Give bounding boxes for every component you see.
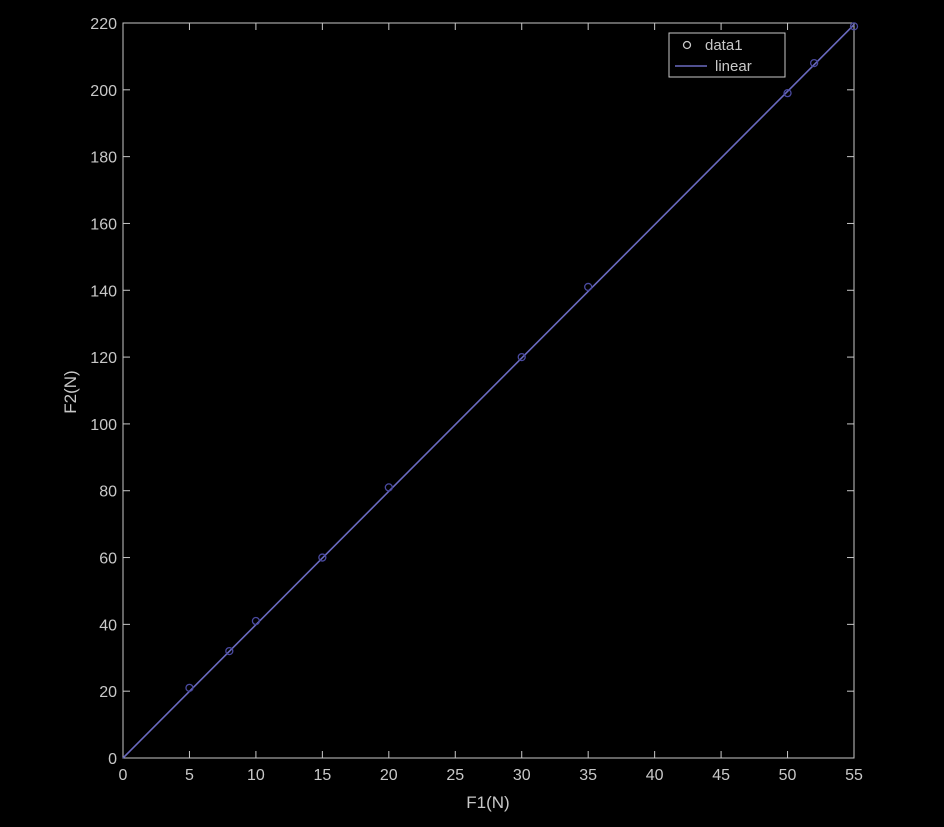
legend-marker-data1 — [682, 40, 692, 50]
y-tick-label: 140 — [90, 283, 117, 300]
legend: data1 linear — [668, 32, 786, 78]
x-tick-label: 20 — [380, 767, 398, 784]
x-tick-label: 15 — [313, 767, 331, 784]
y-tick-label: 160 — [90, 216, 117, 233]
y-tick-label: 0 — [108, 751, 117, 768]
data-point — [849, 22, 859, 31]
data-point — [185, 683, 194, 692]
data-point — [225, 646, 234, 656]
y-tick-label: 60 — [99, 551, 117, 568]
data-point — [809, 58, 819, 68]
y-axis-label: F2(N) — [61, 370, 80, 413]
x-tick-label: 55 — [845, 767, 863, 784]
legend-label-linear: linear — [715, 58, 752, 75]
x-tick-label: 35 — [579, 767, 597, 784]
legend-label-data1: data1 — [705, 37, 743, 54]
data-point — [783, 89, 792, 98]
x-tick-label: 5 — [185, 767, 194, 784]
series-layer — [122, 22, 859, 759]
y-tick-label: 200 — [90, 83, 117, 100]
data-point — [251, 616, 261, 626]
x-tick-label: 30 — [513, 767, 531, 784]
series-linear-line — [122, 24, 855, 759]
x-tick-label: 40 — [646, 767, 664, 784]
x-axis-label: F1(N) — [466, 793, 509, 812]
legend-box — [668, 32, 786, 78]
y-tick-label: 40 — [99, 617, 117, 634]
ticks-layer: 0 5 10 15 20 25 30 35 40 45 50 55 0 20 40 60 80 100 120 140… — [90, 16, 863, 784]
data-point — [517, 352, 526, 362]
data-point — [384, 483, 393, 492]
x-tick-label: 25 — [446, 767, 464, 784]
x-tick-label: 0 — [119, 767, 128, 784]
x-tick-label: 45 — [712, 767, 730, 784]
y-tick-label: 220 — [90, 16, 117, 33]
data-point — [584, 282, 593, 292]
y-tick-label: 100 — [90, 417, 117, 434]
y-tick-label: 180 — [90, 150, 117, 167]
data-point — [318, 553, 327, 562]
y-tick-label: 20 — [99, 684, 117, 701]
y-tick-label: 120 — [90, 350, 117, 367]
x-tick-label: 10 — [247, 767, 265, 784]
x-tick-label: 50 — [779, 767, 797, 784]
y-tick-label: 80 — [99, 484, 117, 501]
